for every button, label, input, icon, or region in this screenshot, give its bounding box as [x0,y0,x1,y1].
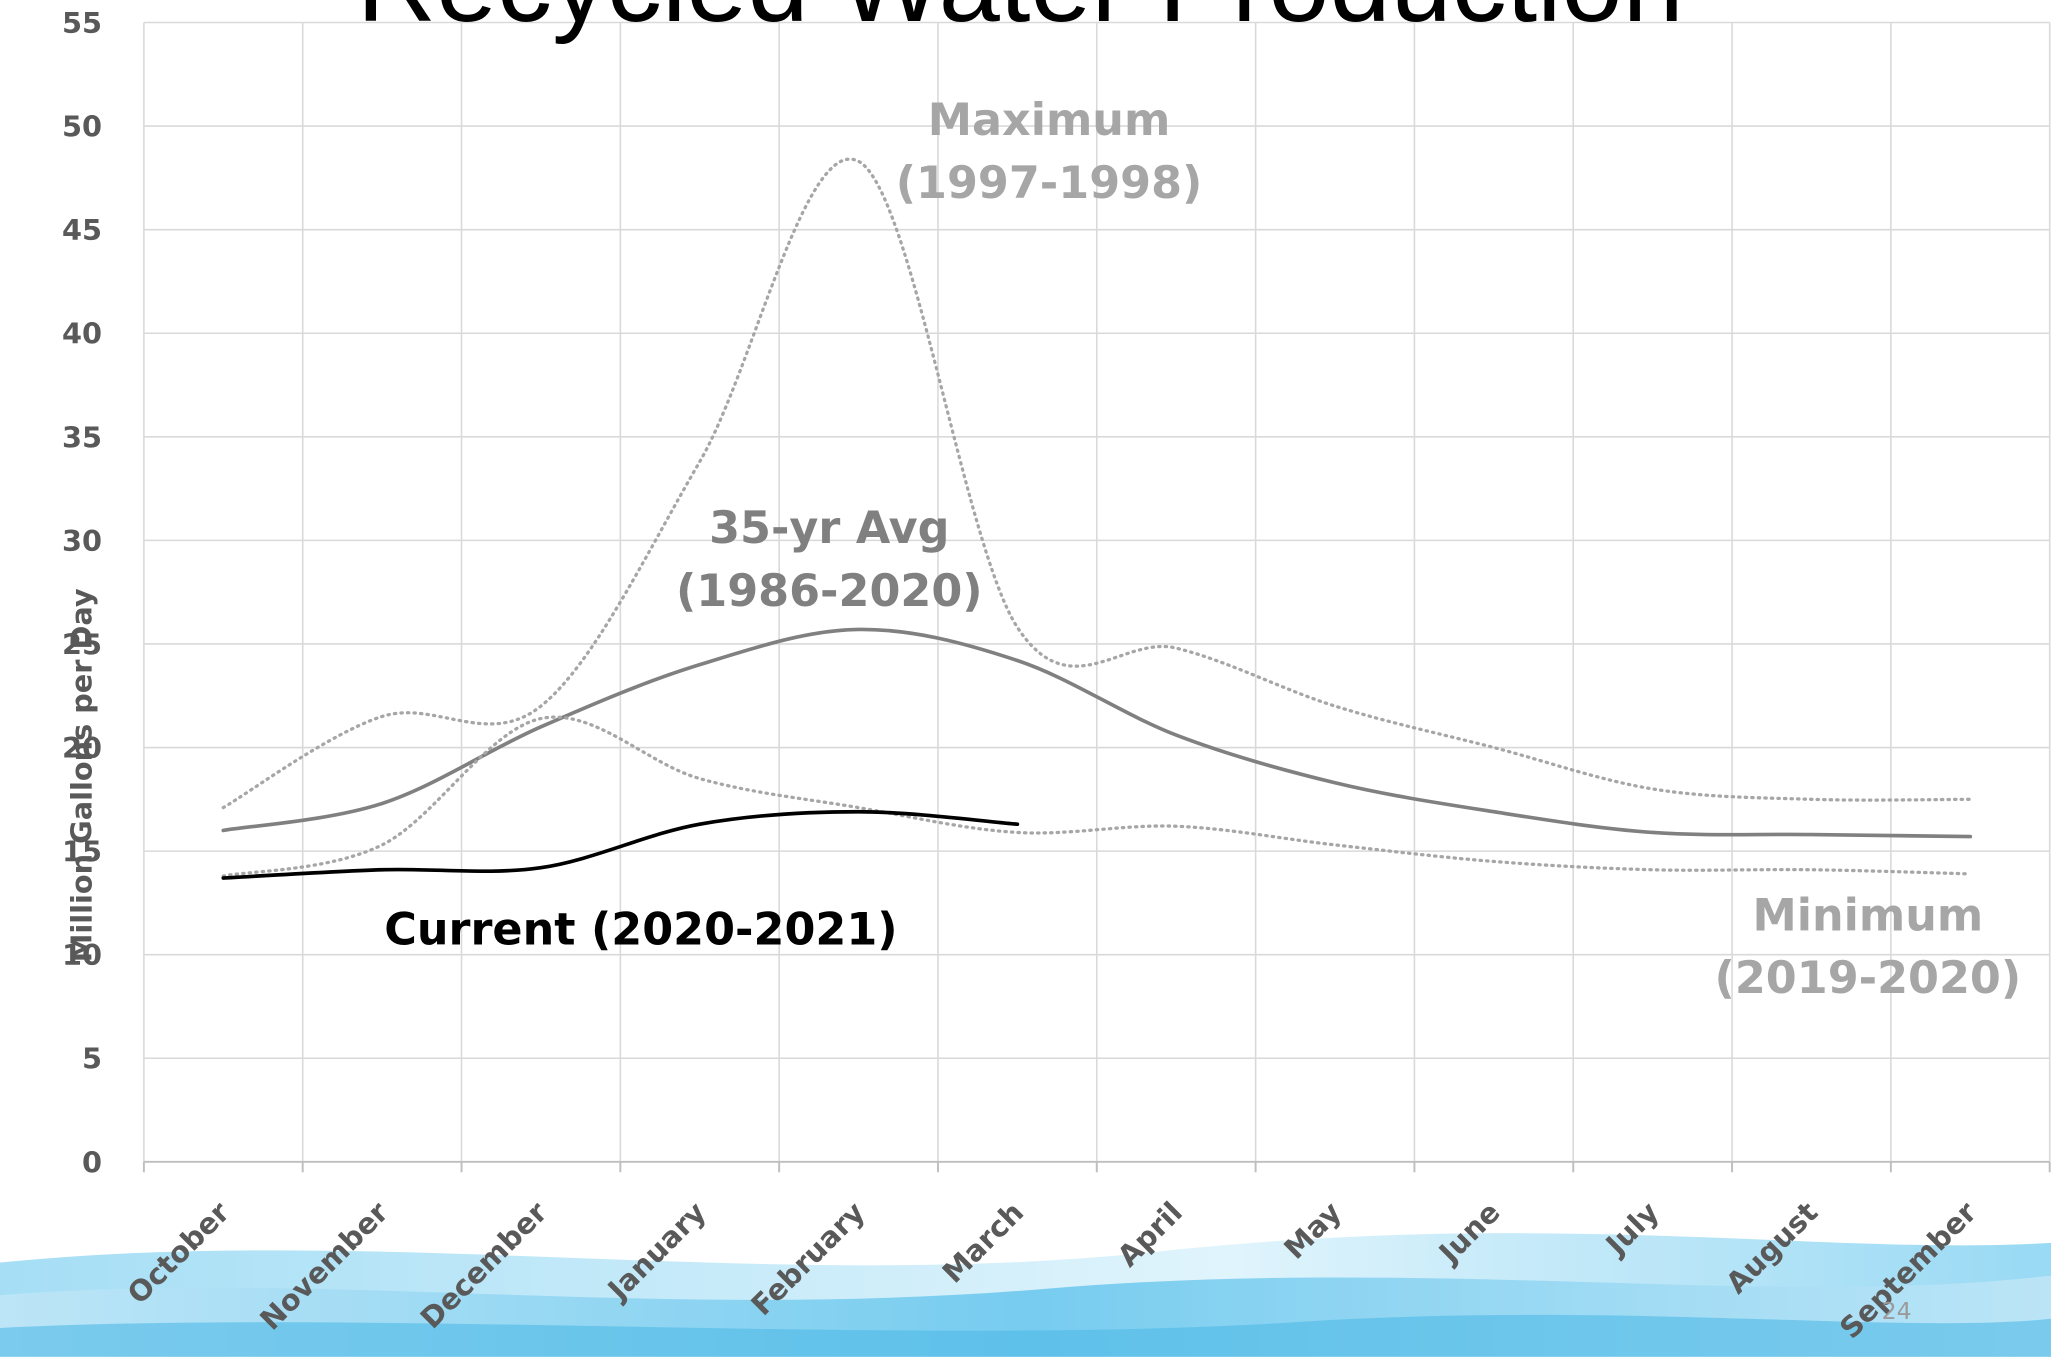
annotation: (1986-2020) [676,566,983,617]
annotation: Current (2020-2021) [384,905,897,956]
y-tick-label: 10 [62,938,102,972]
y-tick-label: 35 [62,420,102,454]
y-tick-label: 30 [62,524,102,558]
y-tick-label: 40 [62,317,102,351]
y-tick-label: 5 [82,1042,102,1076]
series-line [221,809,1020,880]
series-line [221,715,1972,878]
y-tick-label: 20 [62,731,102,765]
annotation: 35-yr Avg [709,503,949,554]
y-tick-label: 0 [82,1145,102,1179]
y-axis-label: Million Gallons per Day [65,588,99,962]
slide-number: 24 [1882,1297,1912,1325]
y-tick-label: 55 [62,6,102,40]
series-line [221,157,1972,810]
y-tick-label: 15 [62,835,102,869]
annotation: Maximum [928,95,1171,146]
annotation: Minimum [1753,890,1984,941]
y-tick-label: 45 [62,213,102,247]
wave-decoration [0,1233,2051,1357]
chart-title: Recycled Water Production [357,0,1684,45]
y-tick-label: 50 [62,110,102,144]
annotation: (1997-1998) [896,158,1203,209]
series-line [221,627,1973,839]
y-tick-label: 25 [62,627,102,661]
annotation: (2019-2020) [1715,953,2022,1004]
